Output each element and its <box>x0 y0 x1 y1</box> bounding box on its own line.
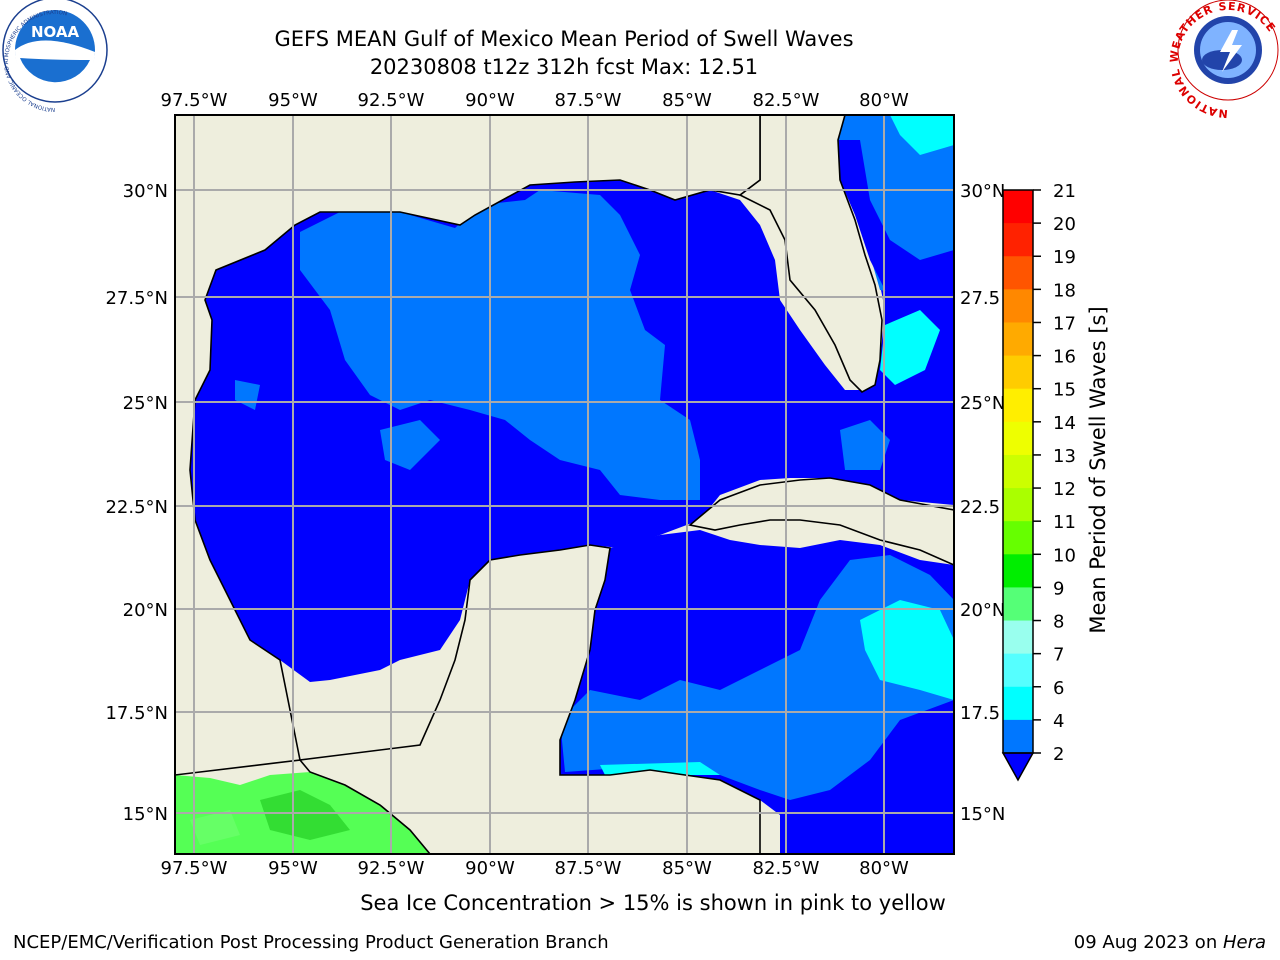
caribbean-mid-region <box>560 555 954 800</box>
colorbar: 21 20 19 18 17 16 15 14 13 12 11 10 9 8 7 6 4 2 Mean Peri… <box>1001 181 1110 782</box>
noaa-logo-text: NOAA <box>31 23 80 41</box>
sea-ice-note: Sea Ice Concentration > 15% is shown in … <box>360 891 946 915</box>
colorbar-segment <box>1003 686 1033 721</box>
colorbar-segment <box>1003 421 1033 456</box>
colorbar-segment <box>1003 388 1033 423</box>
lon-label: 92.5°W <box>358 90 425 111</box>
lon-labels-bottom: 97.5°W 95°W 92.5°W 90°W 87.5°W 85°W 82.5… <box>161 858 909 879</box>
chart-subtitle: 20230808 t12z 312h fcst Max: 12.51 <box>369 55 759 79</box>
lat-label: 25°N <box>123 393 168 414</box>
colorbar-label: Mean Period of Swell Waves [s] <box>1086 306 1110 633</box>
colorbar-tick-label: 14 <box>1053 413 1076 434</box>
lon-label: 87.5°W <box>555 858 622 879</box>
colorbar-tick-label: 11 <box>1053 512 1076 533</box>
colorbar-segment <box>1003 587 1033 622</box>
yucatan-land <box>298 544 761 854</box>
lon-label: 80°W <box>859 90 909 111</box>
atlantic-region <box>835 115 954 300</box>
colorbar-tick-label: 6 <box>1053 678 1064 699</box>
lat-label: 15°N <box>960 804 1005 825</box>
colorbar-segment <box>1003 223 1033 257</box>
colorbar-tick-label: 4 <box>1053 711 1064 732</box>
colorbar-tick-label: 20 <box>1053 214 1076 235</box>
colorbar-segment <box>1003 554 1033 588</box>
lat-label: 22.5 <box>960 497 1000 518</box>
lat-label: 25°N <box>960 393 1005 414</box>
lat-label: 17.5°N <box>105 703 168 724</box>
lon-label: 82.5°W <box>753 90 820 111</box>
footer-credit: NCEP/EMC/Verification Post Processing Pr… <box>13 932 609 953</box>
lat-label: 30°N <box>960 181 1005 202</box>
colorbar-tick-label: 8 <box>1053 612 1064 633</box>
colorbar-tick-label: 12 <box>1053 479 1076 500</box>
lon-label: 87.5°W <box>555 90 622 111</box>
colorbar-tick-label: 2 <box>1053 744 1064 765</box>
colorbar-tick-label: 19 <box>1053 247 1076 268</box>
lon-label: 95°W <box>268 90 318 111</box>
colorbar-segment <box>1003 653 1033 688</box>
colorbar-tick-label: 13 <box>1053 446 1076 467</box>
colorbar-segment <box>1003 719 1033 754</box>
lon-label: 90°W <box>465 858 515 879</box>
lat-label: 15°N <box>123 804 168 825</box>
colorbar-tick-label: 9 <box>1053 578 1064 599</box>
lon-label: 90°W <box>465 90 515 111</box>
colorbar-frame <box>1002 189 1034 754</box>
lat-label: 27.5 <box>960 288 1000 309</box>
lat-label: 17.5 <box>960 703 1000 724</box>
colorbar-segment <box>1003 190 1033 224</box>
lat-label: 30°N <box>123 181 168 202</box>
colorbar-tick-label: 18 <box>1053 280 1076 301</box>
lon-labels-top: 97.5°W 95°W 92.5°W 90°W 87.5°W 85°W 82.5… <box>161 90 909 111</box>
footer-host: Hera <box>1222 932 1266 953</box>
lat-labels-left: 30°N 27.5°N 25°N 22.5°N 20°N 17.5°N 15°N <box>105 181 168 825</box>
colorbar-segment <box>1003 289 1033 323</box>
lat-label: 20°N <box>123 600 168 621</box>
gulf-mid-region <box>300 190 700 500</box>
lon-label: 97.5°W <box>161 858 228 879</box>
lat-label: 20°N <box>960 600 1005 621</box>
colorbar-tick-label: 15 <box>1053 380 1076 401</box>
chart-title: GEFS MEAN Gulf of Mexico Mean Period of … <box>274 27 854 51</box>
lon-label: 85°W <box>662 90 712 111</box>
lon-label: 95°W <box>268 858 318 879</box>
colorbar-segment <box>1003 488 1033 522</box>
colorbar-tick-label: 16 <box>1053 347 1076 368</box>
lon-label: 92.5°W <box>358 858 425 879</box>
colorbar-segment <box>1003 521 1033 555</box>
map-area <box>175 115 954 854</box>
colorbar-segment <box>1003 322 1033 357</box>
lat-label: 22.5°N <box>105 497 168 518</box>
colorbar-extend-arrow <box>1001 752 1035 782</box>
footer-date: 09 Aug 2023 on Hera <box>1073 932 1266 953</box>
lon-label: 97.5°W <box>161 90 228 111</box>
lat-labels-right: 30°N 27.5 25°N 22.5 20°N 17.5 15°N <box>960 181 1005 825</box>
nws-logo: NATIONAL WEATHER SERVICE <box>1168 0 1279 120</box>
colorbar-tick-label: 7 <box>1053 645 1064 666</box>
lon-label: 85°W <box>662 858 712 879</box>
colorbar-tick-label: 21 <box>1053 181 1076 202</box>
colorbar-segment <box>1003 256 1033 290</box>
colorbar-segment <box>1003 620 1033 655</box>
colorbar-segment <box>1003 355 1033 390</box>
colorbar-segment <box>1003 454 1033 489</box>
map-gridlines <box>175 115 954 854</box>
map-frame <box>174 114 955 855</box>
florida-land <box>738 115 883 393</box>
us-gulf-coast-land <box>175 115 761 776</box>
colorbar-tick-label: 10 <box>1053 545 1076 566</box>
lat-label: 27.5°N <box>105 288 168 309</box>
noaa-logo: NOAA NATIONAL OCEANIC AND ATMOSPHERIC AD… <box>2 0 108 112</box>
colorbar-tick-label: 17 <box>1053 313 1076 334</box>
lon-label: 80°W <box>859 858 909 879</box>
lon-label: 82.5°W <box>753 858 820 879</box>
